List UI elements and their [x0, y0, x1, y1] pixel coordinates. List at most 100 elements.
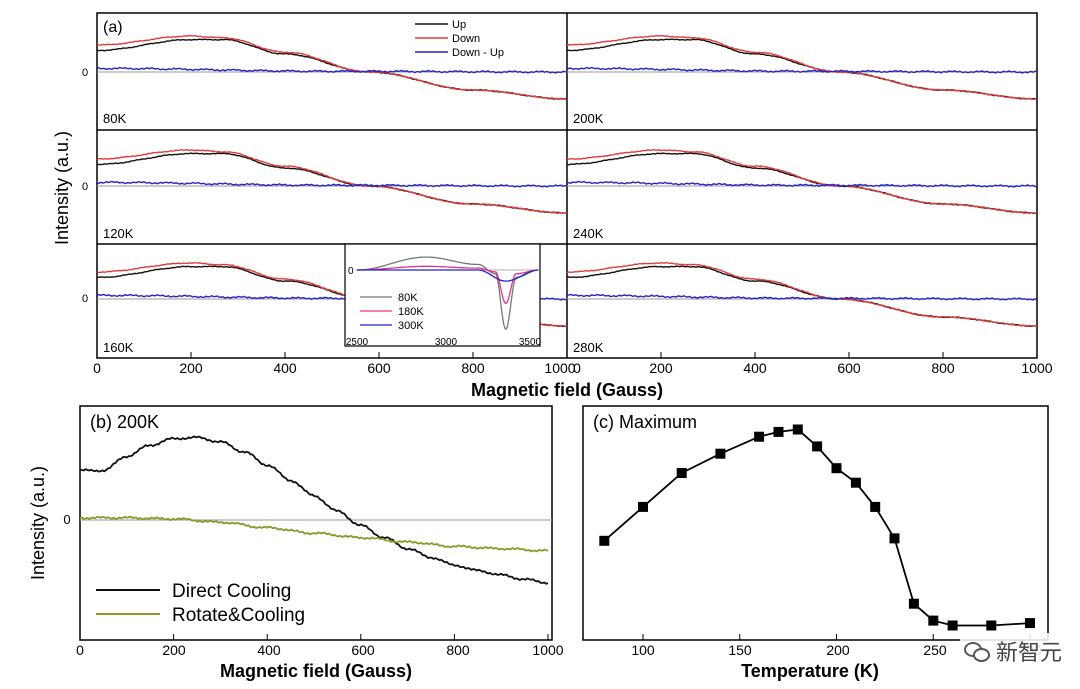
- data-point: [812, 441, 823, 452]
- x-tick-label: 600: [367, 360, 391, 376]
- x-tick-label: 250: [923, 642, 947, 658]
- panel-a-axis: [96, 352, 1038, 358]
- x-tick-label: 1000: [544, 360, 575, 376]
- series-line-direct-cooling: [79, 435, 549, 585]
- inset-tick-label: 3500: [519, 337, 542, 348]
- x-tick-label: 200: [649, 360, 673, 376]
- inset-plot-area: [355, 256, 539, 331]
- panel-a-ylabel: Intensity (a.u.): [52, 131, 72, 245]
- inset-chart: 0 2500 3000 3500 80K 180K 300K: [344, 243, 542, 348]
- legend-label-direct-cooling: Direct Cooling: [172, 581, 291, 602]
- legend-label-up: Up: [452, 19, 466, 31]
- inset-series-80k: [357, 256, 539, 331]
- legend-label-rotate-cooling: Rotate&Cooling: [172, 605, 305, 626]
- panel-a-legend: Up Down Down - Up: [415, 19, 504, 59]
- inset-series-300k: [357, 269, 539, 282]
- inset-series-180k: [357, 265, 539, 305]
- temperature-label: 120K: [103, 226, 134, 241]
- inset-frame: [344, 243, 541, 347]
- series-line-rotate-cooling: [79, 515, 549, 553]
- x-tick-label: 400: [273, 360, 297, 376]
- panel-b-xlabel: Magnetic field (Gauss): [220, 661, 412, 681]
- panel-b-zero-label: 0: [63, 512, 70, 527]
- x-tick-label: 1000: [1021, 360, 1052, 376]
- inset-tick-label: 2500: [346, 337, 369, 348]
- temperature-label: 80K: [103, 111, 126, 126]
- x-tick-label: 600: [351, 642, 375, 658]
- data-point: [676, 468, 687, 478]
- series-line-up: [566, 152, 1038, 214]
- series-line-down: [566, 34, 1038, 101]
- series-line-down: [96, 34, 568, 101]
- panel-a-label: (a): [103, 19, 123, 36]
- x-tick-label: 600: [837, 360, 861, 376]
- x-tick-label: 800: [446, 642, 470, 658]
- data-point: [850, 477, 861, 488]
- legend-label-diff: Down - Up: [452, 47, 504, 59]
- inset-legend-label: 300K: [398, 320, 424, 332]
- temperature-label: 160K: [103, 340, 134, 355]
- series-line-down-up: [96, 180, 568, 188]
- data-point: [754, 431, 765, 442]
- watermark: 新智元: [959, 633, 1066, 669]
- panel-a-xlabel: Magnetic field (Gauss): [471, 380, 663, 400]
- data-point: [947, 620, 958, 631]
- panel-b-frame: [79, 405, 553, 641]
- series-line-down: [566, 148, 1038, 215]
- panel-c-plot-area: [599, 424, 1035, 640]
- panel-c-xlabel: Temperature (K): [741, 661, 879, 681]
- data-point: [889, 533, 900, 544]
- series-line-down-up: [566, 180, 1038, 188]
- panel-c-title: (c) Maximum: [593, 412, 697, 432]
- inset-tick-label: 3000: [435, 337, 458, 348]
- series-line-maximum: [603, 428, 1031, 627]
- series-line-down-up: [566, 293, 1038, 301]
- data-point: [792, 424, 803, 435]
- data-point: [986, 620, 997, 631]
- data-point: [599, 535, 610, 546]
- panel-a-subplots: [96, 34, 1038, 328]
- x-tick-label: 200: [179, 360, 203, 376]
- panel-c-frame: [582, 405, 1049, 641]
- x-tick-label: 100: [631, 642, 655, 658]
- data-point: [831, 463, 842, 474]
- series-line-down-up: [96, 66, 568, 74]
- panel-b-title: (b) 200K: [90, 412, 159, 432]
- x-tick-label: 200: [162, 642, 186, 658]
- watermark-text: 新智元: [995, 641, 1062, 666]
- temperature-label: 280K: [573, 340, 604, 355]
- x-tick-label: 200: [826, 642, 850, 658]
- x-tick-label: 1000: [532, 642, 563, 658]
- x-tick-label: 0: [76, 642, 84, 658]
- zero-tick-label: 0: [82, 181, 88, 193]
- data-point: [870, 501, 881, 512]
- x-tick-label: 400: [743, 360, 767, 376]
- temperature-label: 200K: [573, 111, 604, 126]
- series-line-down-up: [566, 66, 1038, 74]
- x-tick-label: 150: [728, 642, 752, 658]
- data-point: [773, 426, 784, 437]
- data-point: [928, 615, 939, 626]
- panel-b-plot-area: [79, 435, 552, 640]
- inset-legend-label: 80K: [398, 292, 418, 304]
- x-tick-label: 0: [573, 360, 581, 376]
- data-point: [715, 448, 726, 459]
- panel-b-ylabel: Intensity (a.u.): [28, 466, 48, 580]
- data-point: [908, 598, 919, 609]
- x-tick-label: 800: [931, 360, 955, 376]
- data-point: [1025, 618, 1035, 629]
- x-tick-label: 400: [257, 642, 281, 658]
- data-point: [638, 501, 648, 512]
- x-tick-label: 0: [93, 360, 101, 376]
- inset-legend-label: 180K: [398, 306, 424, 318]
- zero-tick-label: 0: [82, 293, 88, 305]
- legend-label-down: Down: [452, 33, 480, 45]
- wechat-icon: [963, 640, 990, 662]
- zero-tick-label: 0: [82, 67, 88, 79]
- temperature-label: 240K: [573, 226, 604, 241]
- x-tick-label: 800: [461, 360, 485, 376]
- series-line-down: [96, 148, 568, 215]
- series-line-down: [566, 261, 1038, 327]
- inset-zero-label: 0: [348, 266, 354, 277]
